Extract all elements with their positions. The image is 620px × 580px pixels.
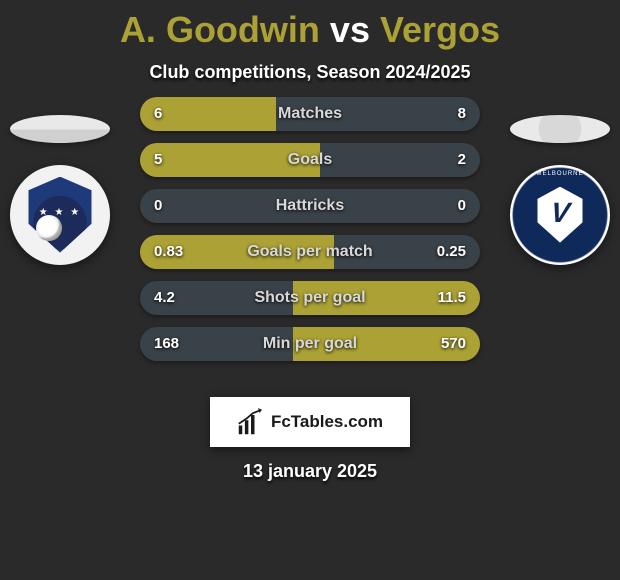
right-side: MELBOURNE V <box>500 97 620 357</box>
crest-left: ★ ★ ★ <box>10 165 110 265</box>
brand-badge: FcTables.com <box>210 397 410 447</box>
stat-row: 00Hattricks <box>140 189 480 223</box>
brand-text: FcTables.com <box>271 412 383 432</box>
stat-label: Goals <box>140 143 480 177</box>
vs-label: vs <box>330 9 370 50</box>
player1-name: A. Goodwin <box>120 9 320 50</box>
player2-name: Vergos <box>380 9 500 50</box>
brand-chart-icon <box>237 408 265 436</box>
left-side: ★ ★ ★ <box>0 97 120 357</box>
stat-label: Goals per match <box>140 235 480 269</box>
stat-row: 68Matches <box>140 97 480 131</box>
stat-row: 168570Min per goal <box>140 327 480 361</box>
stat-row: 52Goals <box>140 143 480 177</box>
crest-right: MELBOURNE V <box>510 165 610 265</box>
stat-row: 0.830.25Goals per match <box>140 235 480 269</box>
crest-right-v-icon: V <box>549 197 571 229</box>
stat-row: 4.211.5Shots per goal <box>140 281 480 315</box>
flag-left <box>10 115 110 143</box>
comparison-arena: ★ ★ ★ MELBOURNE V 68Matches 52Goals 00Hatt… <box>0 97 620 397</box>
crest-left-ball-icon <box>36 215 62 241</box>
flag-right <box>510 115 610 143</box>
stat-label: Matches <box>140 97 480 131</box>
stat-label: Min per goal <box>140 327 480 361</box>
crest-right-arc-text: MELBOURNE <box>510 171 610 177</box>
stat-bars: 68Matches 52Goals 00Hattricks 0.830.25Goals… <box>140 97 480 373</box>
subtitle: Club competitions, Season 2024/2025 <box>0 62 620 83</box>
stat-label: Shots per goal <box>140 281 480 315</box>
stat-label: Hattricks <box>140 189 480 223</box>
page-title: A. Goodwin vs Vergos <box>0 0 620 50</box>
date-label: 13 january 2025 <box>0 461 620 482</box>
